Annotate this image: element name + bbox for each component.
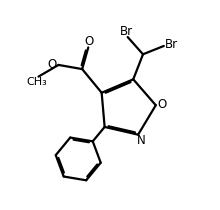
Text: O: O xyxy=(48,58,57,71)
Text: Br: Br xyxy=(120,25,133,38)
Text: N: N xyxy=(136,134,145,147)
Text: Br: Br xyxy=(165,38,178,51)
Text: CH₃: CH₃ xyxy=(27,77,48,87)
Text: O: O xyxy=(85,35,94,48)
Text: O: O xyxy=(157,98,167,111)
